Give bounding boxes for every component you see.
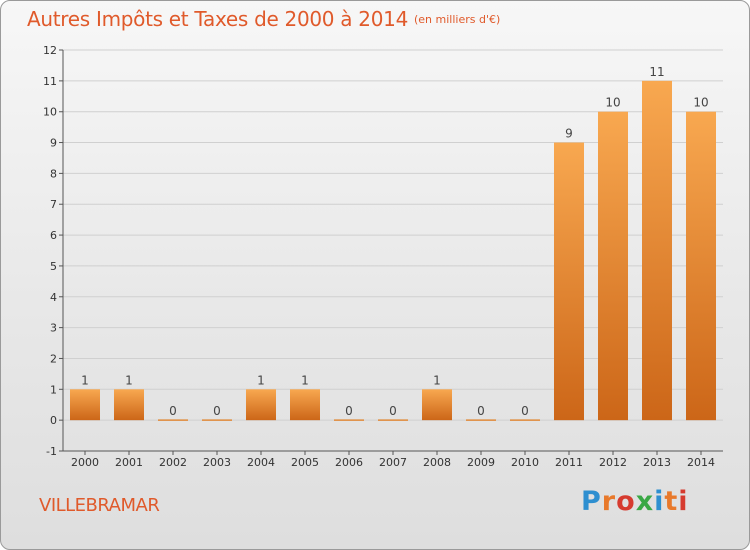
logo-letter: i [654,486,665,517]
bar-value-label: 0 [389,404,397,418]
bar-value-label: 1 [257,373,265,387]
y-tick-label: 11 [43,75,57,88]
bar [554,142,584,421]
bars-layer [70,80,716,421]
bar-value-label: 1 [433,373,441,387]
bar-value-label: 0 [169,404,177,418]
y-tick-label: 10 [43,106,57,119]
y-tick-label: 8 [50,167,57,180]
bar-value-label: 0 [521,404,529,418]
proxiti-logo: Proxiti [581,486,689,517]
chart-title-text: Autres Impôts et Taxes de 2000 à 2014 [27,7,408,31]
y-tick-label: -1 [46,445,57,458]
bar [114,389,144,421]
y-tick-label: 9 [50,137,57,150]
x-tick-label: 2000 [71,456,99,469]
x-tick-label: 2007 [379,456,407,469]
logo-letter: i [678,486,689,517]
y-tick-label: 12 [43,44,57,57]
chart-unit-note: (en milliers d'€) [414,13,501,26]
y-tick-label: 7 [50,198,57,211]
y-tick-label: 5 [50,260,57,273]
bar-value-label: 10 [693,96,708,110]
bar-value-label: 0 [477,404,485,418]
bar-value-label: 9 [565,127,573,141]
x-tick-label: 2013 [643,456,671,469]
bar-value-label: 0 [213,404,221,418]
y-tick-label: 0 [50,414,57,427]
x-tick-label: 2010 [511,456,539,469]
x-tick-label: 2012 [599,456,627,469]
x-tick-label: 2006 [335,456,363,469]
logo-letter: r [601,486,617,517]
logo-letter: x [635,486,655,517]
y-tick-label: 1 [50,383,57,396]
x-tick-label: 2009 [467,456,495,469]
x-tick-label: 2005 [291,456,319,469]
x-tick-label: 2003 [203,456,231,469]
bar-value-label: 11 [649,65,664,79]
logo-letter: o [616,486,636,517]
bar [246,389,276,421]
bar-value-label: 0 [345,404,353,418]
x-tick-label: 2002 [159,456,187,469]
x-tick-label: 2014 [687,456,715,469]
location-name: VILLEBRAMAR [39,495,160,516]
bar-value-label: 1 [81,373,89,387]
y-tick-label: 2 [50,352,57,365]
bar-value-label: 1 [125,373,133,387]
y-tick-label: 3 [50,322,57,335]
x-tick-label: 2001 [115,456,143,469]
bar [686,111,716,421]
y-tick-label: 6 [50,229,57,242]
x-tick-label: 2008 [423,456,451,469]
chart-title: Autres Impôts et Taxes de 2000 à 2014 (en… [27,7,500,31]
bar-value-label: 10 [605,96,620,110]
bar-value-label: 1 [301,373,309,387]
bar [598,111,628,421]
bar [422,389,452,421]
bar [642,80,672,421]
x-tick-label: 2011 [555,456,583,469]
bar [70,389,100,421]
bar [290,389,320,421]
logo-letter: t [664,486,679,517]
x-tick-label: 2004 [247,456,275,469]
y-tick-label: 4 [50,291,57,304]
logo-letter: P [581,486,602,517]
